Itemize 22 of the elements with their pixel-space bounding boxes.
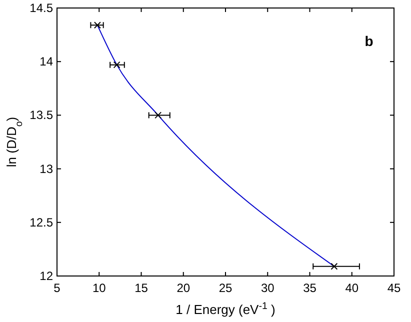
x-tick-label: 5	[54, 281, 61, 295]
x-tick-label: 40	[345, 281, 359, 295]
y-tick-label: 12.5	[30, 215, 54, 230]
point	[113, 61, 120, 68]
point	[330, 262, 338, 270]
x-tick-label: 25	[218, 281, 232, 295]
x-tick-label: 10	[92, 281, 106, 295]
y-tick-label: 13.5	[30, 108, 54, 122]
point	[94, 22, 101, 29]
y-tick-label: 12	[40, 269, 54, 283]
x-axis-title: 1 / Energy (eV$^{-1}$ )	[176, 300, 276, 317]
x-tick-label: 30	[260, 281, 275, 295]
annotation: b	[364, 33, 374, 49]
y-tick-label: 14.5	[30, 1, 54, 15]
x-tick-label: 20	[176, 281, 190, 295]
x-tick-label: 15	[134, 281, 148, 295]
point	[154, 112, 162, 119]
y-tick-label: 13	[40, 162, 54, 176]
x-tick-label: 35	[303, 281, 317, 295]
x-tick-label: 45	[387, 281, 401, 295]
y-tick-label: 14	[40, 54, 54, 69]
line-series	[96, 24, 335, 267]
